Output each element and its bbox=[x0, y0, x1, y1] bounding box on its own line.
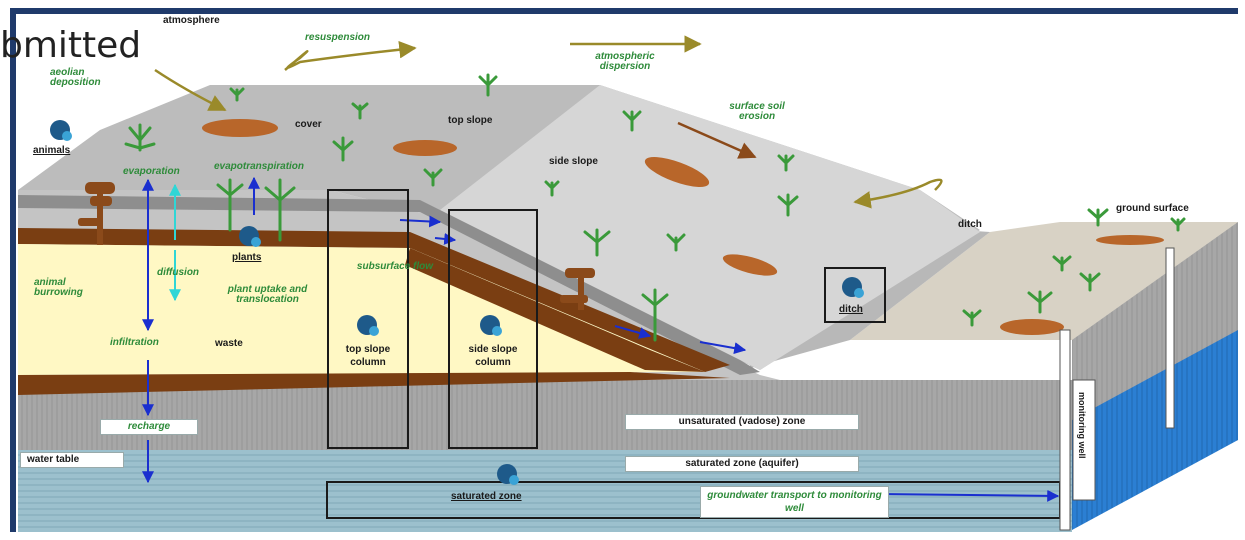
label-top-slope-column: top slope column bbox=[345, 344, 391, 368]
label-side-slope: side slope bbox=[549, 156, 598, 167]
label-side-slope-column: side slope column bbox=[468, 344, 518, 368]
label-waste: waste bbox=[215, 338, 243, 349]
label-diffusion: diffusion bbox=[157, 267, 200, 278]
label-resuspension: resuspension bbox=[305, 32, 371, 43]
label-surface-soil-erosion: surface soil erosion bbox=[729, 101, 785, 122]
top-slope-column-box bbox=[327, 189, 409, 449]
label-cover: cover bbox=[295, 119, 322, 130]
label-infiltration: infiltration bbox=[110, 337, 159, 348]
overlay-text: bmitted bbox=[0, 25, 142, 66]
groundwater-side-face bbox=[1072, 330, 1238, 530]
label-evapotranspiration: evapotranspiration bbox=[214, 161, 305, 172]
vadose-layer bbox=[18, 380, 1072, 450]
label-animal-burrowing: animal burrowing bbox=[34, 277, 83, 298]
label-plant-uptake: plant uptake and translocation bbox=[227, 284, 308, 305]
label-ditch-box: ditch bbox=[839, 304, 863, 315]
label-recharge: recharge bbox=[100, 419, 198, 435]
label-saturated-zone-aquifer: saturated zone (aquifer) bbox=[625, 456, 859, 472]
label-water-table: water table bbox=[20, 452, 124, 468]
label-top-slope: top slope bbox=[448, 115, 493, 126]
aquifer-layer bbox=[18, 448, 1072, 532]
label-animals: animals bbox=[33, 145, 71, 156]
side-slope-surface bbox=[440, 85, 980, 370]
label-saturated-zone: saturated zone bbox=[451, 491, 522, 502]
label-atmospheric-dispersion: atmospheric dispersion bbox=[595, 51, 655, 72]
ground-surface bbox=[850, 222, 1238, 340]
label-groundwater-transport: groundwater transport to monitoring well bbox=[700, 486, 889, 518]
burrow-icon bbox=[78, 182, 115, 245]
plant-icons bbox=[124, 73, 1186, 342]
waste-layer bbox=[18, 244, 705, 375]
side-slope-column-box bbox=[448, 209, 538, 449]
cap-liner bbox=[18, 228, 730, 372]
bottom-liner bbox=[18, 372, 730, 395]
label-evaporation: evaporation bbox=[123, 166, 180, 177]
globe-icon bbox=[50, 120, 864, 485]
ditch-box bbox=[824, 267, 886, 323]
label-plants: plants bbox=[232, 252, 262, 263]
label-atmosphere: atmosphere bbox=[163, 15, 220, 26]
label-monitoring-well: monitoring well bbox=[1077, 392, 1087, 459]
label-unsaturated-zone: unsaturated (vadose) zone bbox=[625, 414, 859, 430]
label-ground-surface: ground surface bbox=[1116, 203, 1189, 214]
label-ditch: ditch bbox=[958, 219, 982, 230]
monitoring-well-pipe bbox=[1059, 329, 1071, 531]
label-subsurface-flow: subsurface flow bbox=[356, 261, 434, 272]
label-aeolian-deposition: aeolian deposition bbox=[50, 67, 101, 88]
